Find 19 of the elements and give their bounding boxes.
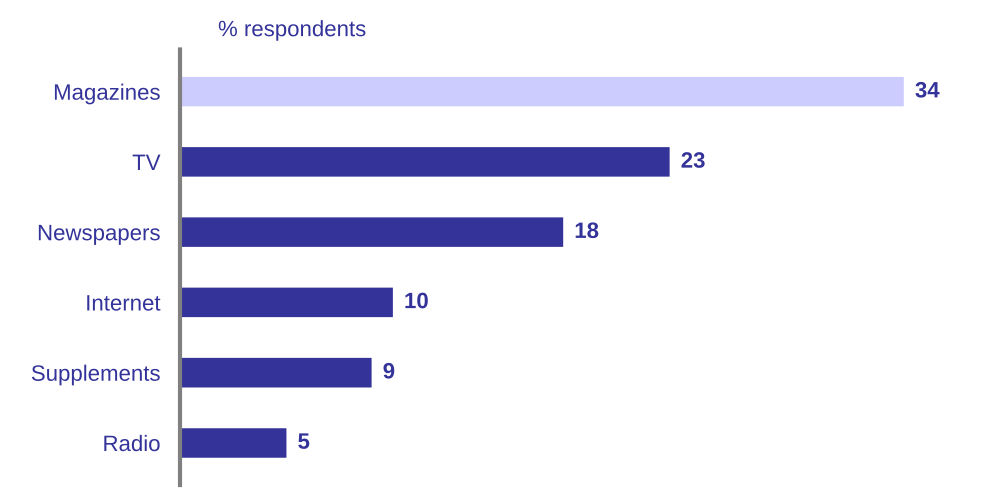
y-tick-label: Internet: [87, 295, 160, 311]
data-label: 34: [915, 82, 940, 98]
bar: [180, 76, 904, 106]
bar: [180, 358, 372, 388]
y-tick-label: Supplements: [32, 364, 160, 386]
data-label: 5: [298, 433, 310, 449]
chart-title: % respondents: [218, 20, 366, 41]
y-tick-label: Magazines: [54, 84, 160, 104]
data-label: 10: [405, 292, 428, 308]
data-label: 23: [682, 152, 705, 168]
bar: [180, 217, 564, 247]
bar: [180, 288, 393, 318]
y-tick-label: TV: [132, 154, 160, 170]
y-tick-label: Newspapers: [38, 224, 160, 245]
data-label: 18: [576, 222, 598, 238]
bar: [180, 428, 286, 458]
bar: [180, 147, 670, 177]
y-tick-label: Radio: [104, 434, 160, 452]
data-label: 9: [383, 362, 394, 379]
